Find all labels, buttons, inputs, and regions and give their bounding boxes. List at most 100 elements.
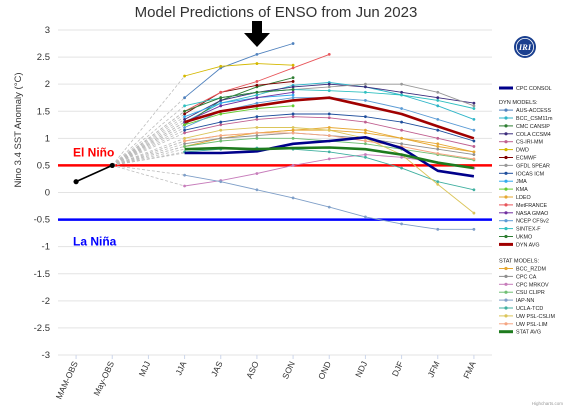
series-point-iap-nn xyxy=(219,180,223,184)
series-point-sintex-f xyxy=(327,89,331,93)
series-point-cola-ccsm4 xyxy=(400,90,403,94)
x-tick-label: JFM xyxy=(426,360,442,379)
series-point-cs-iri-mm xyxy=(364,120,367,124)
down-arrow-icon xyxy=(244,21,270,47)
legend-marker xyxy=(504,203,508,207)
series-point-ncep-cfsv2 xyxy=(291,96,295,100)
projection-dash xyxy=(112,121,185,166)
series-point-uw-psl-lim xyxy=(327,134,331,138)
series-point-uw-psl-cslim xyxy=(436,182,440,186)
series-point-metfrance xyxy=(327,52,331,56)
series-point-uw-psl-cslim xyxy=(255,126,259,129)
legend-item-bcc-csm11m[interactable]: BCC_CSM11m xyxy=(516,116,553,122)
observed-point xyxy=(73,179,79,185)
y-tick-label: -0.5 xyxy=(34,215,50,226)
series-point-cpc-mrkov xyxy=(364,153,367,156)
legend-item-uw-psl-cslim[interactable]: UW PSL-CSLIM xyxy=(516,314,555,320)
legend-marker xyxy=(504,163,508,167)
legend-marker xyxy=(504,132,508,136)
legend-item-cs-iri-mm[interactable]: CS-IRI-MM xyxy=(516,140,543,146)
series-point-sintex-f xyxy=(472,107,476,110)
legend-item-uw-psl-lim[interactable]: UW PSL-LIM xyxy=(516,322,548,328)
legend-item-cmc-cansip[interactable]: CMC CANSIP xyxy=(516,124,550,130)
legend-item-gfdl-spear[interactable]: GFDL SPEAR xyxy=(516,163,550,169)
series-point-gfdl-spear xyxy=(472,104,476,108)
projection-dash xyxy=(111,105,185,166)
legend-item-bcc-rzdm[interactable]: BCC_RZDM xyxy=(516,267,546,273)
observed-line xyxy=(75,164,113,183)
legend-item-iap-nn[interactable]: IAP-NN xyxy=(516,298,534,304)
series-point-dwd xyxy=(291,63,295,67)
legend-item-sintex-f[interactable]: SINTEX-F xyxy=(516,227,541,233)
series-point-sintex-f xyxy=(364,90,367,94)
series-point-ecmwf xyxy=(291,80,295,83)
legend-item-cola-ccsm4[interactable]: COLA CCSM4 xyxy=(516,132,551,138)
series-point-bcc-rzdm xyxy=(291,128,295,132)
series-point-metfrance xyxy=(219,90,223,94)
legend-item-stat-avg[interactable]: STAT AVG xyxy=(516,330,541,336)
y-tick-label: -2.5 xyxy=(34,323,50,334)
legend-item-ukmo[interactable]: UKMO xyxy=(516,235,532,241)
legend-marker xyxy=(504,211,508,215)
series-point-bcc-rzdm xyxy=(472,150,476,154)
legend-item-iocas-icm[interactable]: IOCAS ICM xyxy=(516,171,545,177)
series-point-uw-psl-cslim xyxy=(472,211,476,215)
threshold-label: El Niño xyxy=(73,145,114,159)
legend-group-header: DYN MODELS: xyxy=(499,100,538,106)
iri-logo: IRI xyxy=(514,36,536,58)
y-tick-label: 1.5 xyxy=(37,106,50,117)
series-point-iap-nn xyxy=(327,205,331,209)
legend-item-ecmwf[interactable]: ECMWF xyxy=(516,156,537,162)
legend-item-cpc-ca[interactable]: CPC CA xyxy=(516,274,537,280)
legend-item-dwd[interactable]: DWD xyxy=(516,148,529,154)
legend-item-ldeo[interactable]: LDEO xyxy=(516,195,531,201)
observed-point xyxy=(109,162,115,169)
legend-item-kma[interactable]: KMA xyxy=(516,187,528,193)
legend-item-csu-clipr[interactable]: CSU CLIPR xyxy=(516,290,545,296)
series-point-dwd xyxy=(183,74,186,78)
x-tick-label: FMA xyxy=(461,359,478,380)
series-point-iocas-icm xyxy=(436,128,440,132)
legend-item-nasa-gmao[interactable]: NASA GMAO xyxy=(516,211,548,217)
series-point-metfrance xyxy=(291,66,295,70)
legend-item-metfrance[interactable]: MetFRANCE xyxy=(516,203,548,209)
y-axis-label: Nino 3.4 SST Anomaly (°C) xyxy=(13,72,24,187)
x-tick-label: NDJ xyxy=(353,360,369,379)
series-point-cola-ccsm4 xyxy=(364,85,367,89)
legend-marker xyxy=(504,322,508,326)
legend-item-ncep-cfsv2[interactable]: NCEP CFSv2 xyxy=(516,219,549,225)
legend-item-cpc-mrkov[interactable]: CPC MRKOV xyxy=(516,282,549,288)
series-point-kma xyxy=(219,112,223,116)
legend-item-aus-access[interactable]: AUS-ACCESS xyxy=(516,108,551,114)
series-point-iap-nn xyxy=(436,227,440,231)
series-point-cpc-ca xyxy=(219,136,223,140)
series-point-sintex-f xyxy=(436,99,440,102)
legend-item-dyn-avg[interactable]: DYN AVG xyxy=(516,242,540,248)
series-point-cs-iri-mm xyxy=(219,123,223,127)
threshold-lines: El Niño La Niña xyxy=(58,145,492,249)
series-point-ukmo xyxy=(291,88,295,91)
projection-dash xyxy=(112,148,185,166)
series-point-aus-access xyxy=(183,96,186,100)
legend-item-ucla-tcd[interactable]: UCLA-TCD xyxy=(516,306,543,312)
series-point-iocas-icm xyxy=(291,112,295,116)
series-point-iocas-icm xyxy=(219,120,223,124)
legend-marker xyxy=(504,108,508,112)
series-point-cpc-ca xyxy=(436,147,440,151)
series-point-iocas-icm xyxy=(255,115,259,119)
series-line-ukmo xyxy=(184,89,294,112)
legend-item-cpc-consol[interactable]: CPC CONSOL xyxy=(516,86,552,92)
legend-marker xyxy=(504,140,508,144)
projection-dash xyxy=(112,165,185,187)
series-point-ukmo xyxy=(255,90,259,94)
series-point-cpc-ca xyxy=(183,142,186,146)
legend-item-jma[interactable]: JMA xyxy=(516,179,527,185)
projection-dash xyxy=(112,132,185,166)
series-point-iap-nn xyxy=(400,222,403,226)
series-line-cpc-consol xyxy=(184,136,475,178)
y-tick-label: 0.5 xyxy=(37,160,50,171)
series-point-jma xyxy=(219,101,223,105)
series-point-iap-nn xyxy=(255,188,259,192)
series-point-aus-access xyxy=(255,52,259,56)
